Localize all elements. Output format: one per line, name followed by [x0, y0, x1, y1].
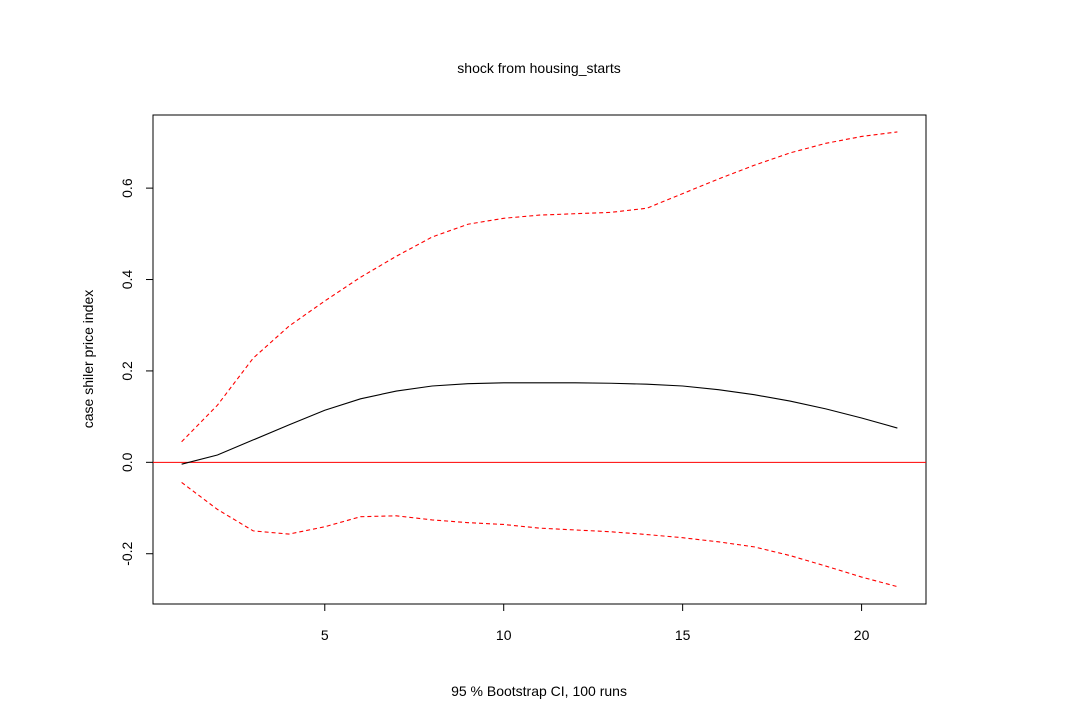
- y-tick-label: 0.2: [119, 361, 135, 381]
- x-axis: 5 10 15 20: [321, 603, 870, 643]
- plot-frame: [152, 114, 927, 605]
- x-tick-label: 15: [675, 627, 691, 643]
- x-axis-label: 95 % Bootstrap CI, 100 runs: [451, 683, 627, 699]
- lower-ci-line: [181, 482, 898, 588]
- y-tick-label: -0.2: [119, 541, 135, 565]
- impulse-response-line: [181, 382, 898, 465]
- upper-ci-line: [181, 131, 898, 443]
- y-axis: -0.2 0.0 0.2 0.4 0.6: [119, 178, 154, 566]
- x-tick-label: 20: [854, 627, 870, 643]
- series-layer: [181, 131, 898, 588]
- x-tick-label: 10: [496, 627, 512, 643]
- x-tick-label: 5: [321, 627, 329, 643]
- chart-title: shock from housing_starts: [457, 60, 620, 76]
- y-tick-label: 0.0: [119, 452, 135, 472]
- y-tick-label: 0.6: [119, 178, 135, 198]
- y-tick-label: 0.4: [119, 270, 135, 290]
- y-axis-label: case shiler price index: [80, 290, 96, 429]
